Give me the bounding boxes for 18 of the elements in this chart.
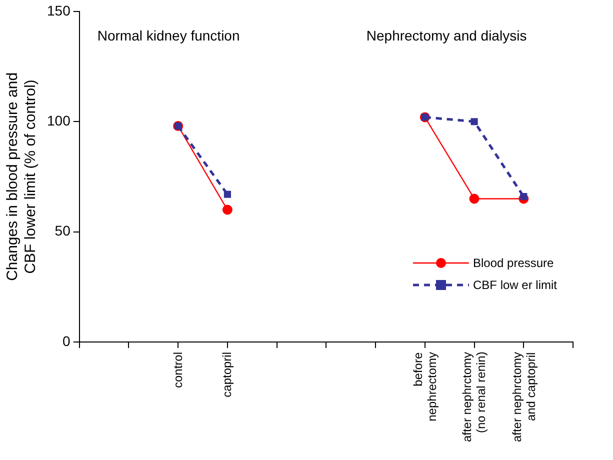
y-tick-label: 0 (62, 332, 71, 349)
x-tick-label: control (171, 352, 186, 388)
annotation: Nephrectomy and dialysis (366, 27, 527, 44)
y-tick-label: 100 (47, 112, 71, 128)
legend-label: CBF low er limit (473, 278, 558, 292)
annotation: Normal kidney function (97, 27, 240, 44)
x-tick-label: before nephrectomy (410, 352, 439, 422)
point (222, 204, 232, 215)
x-tick-label: after nephrctomy (no renal renin) (460, 352, 488, 442)
point (469, 194, 480, 204)
legend-label: Blood pressure (473, 256, 554, 270)
x-tick-label: captopril (220, 352, 234, 398)
point (520, 193, 528, 200)
point (224, 190, 231, 198)
y-axis-title: Changes in blood pressure and CBF lower limit (% of control) (4, 72, 40, 281)
y-tick-label: 50 (54, 222, 71, 239)
point (470, 118, 478, 126)
y-tick-label: 150 (47, 2, 71, 18)
